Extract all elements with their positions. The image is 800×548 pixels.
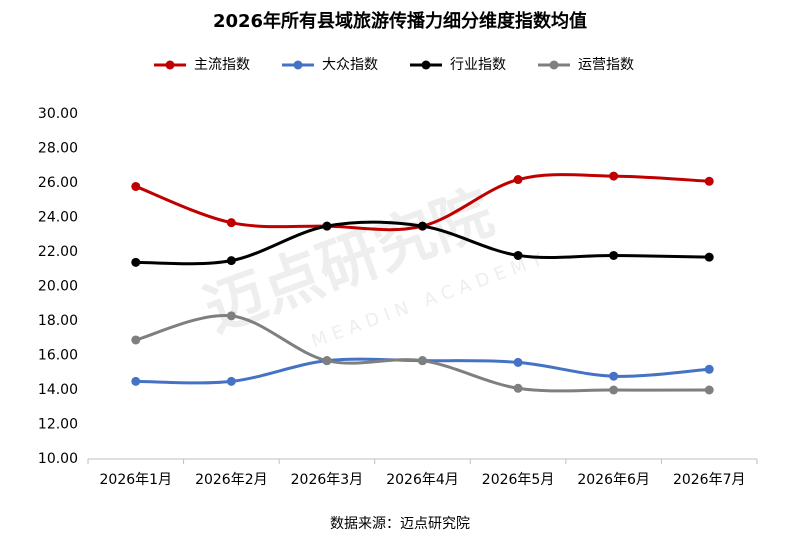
data-point	[322, 356, 332, 366]
data-point	[704, 385, 714, 395]
data-point	[513, 175, 523, 185]
data-point	[322, 221, 332, 231]
legend-marker	[549, 60, 559, 70]
y-tick-label: 12.00	[38, 417, 78, 433]
legend-label: 行业指数	[450, 57, 506, 73]
data-point	[226, 376, 236, 386]
y-tick-label: 24.00	[38, 210, 78, 226]
x-tick-label: 2026年7月	[673, 472, 746, 488]
data-point	[513, 250, 523, 260]
data-point	[704, 252, 714, 262]
y-tick-label: 18.00	[38, 313, 78, 329]
x-tick-label: 2026年2月	[195, 472, 268, 488]
data-point	[418, 221, 427, 231]
data-point	[131, 257, 141, 267]
x-tick-label: 2026年3月	[291, 472, 364, 488]
data-point	[704, 364, 714, 374]
x-tick-label: 2026年1月	[100, 472, 173, 488]
data-point	[131, 181, 141, 191]
data-point	[418, 356, 427, 366]
y-tick-label: 10.00	[38, 451, 78, 467]
y-tick-label: 30.00	[38, 106, 78, 122]
data-point	[513, 383, 523, 393]
x-tick-label: 2026年4月	[386, 472, 459, 488]
x-tick-label: 2026年6月	[577, 472, 650, 488]
data-point	[513, 357, 523, 367]
y-tick-label: 28.00	[38, 141, 78, 157]
legend-marker	[293, 60, 303, 70]
y-tick-label: 14.00	[38, 382, 78, 398]
legend-marker	[421, 60, 431, 70]
data-point	[131, 335, 141, 345]
data-point	[131, 376, 141, 386]
chart-title: 2026年所有县域旅游传播力细分维度指数均值	[213, 10, 587, 32]
legend-label: 运营指数	[578, 57, 634, 73]
y-tick-label: 22.00	[38, 244, 78, 260]
y-tick-label: 16.00	[38, 348, 78, 364]
x-tick-label: 2026年5月	[482, 472, 555, 488]
data-point	[226, 256, 236, 266]
data-point	[226, 218, 236, 228]
data-point	[226, 311, 236, 321]
data-point	[609, 371, 619, 381]
legend-label: 主流指数	[194, 57, 250, 73]
data-point	[704, 176, 714, 186]
legend-label: 大众指数	[322, 57, 378, 73]
source-note: 数据来源：迈点研究院	[330, 516, 470, 532]
y-tick-label: 20.00	[38, 279, 78, 295]
data-point	[609, 250, 619, 260]
data-point	[609, 385, 619, 395]
y-tick-label: 26.00	[38, 175, 78, 191]
legend-marker	[165, 60, 175, 70]
data-point	[609, 171, 619, 181]
